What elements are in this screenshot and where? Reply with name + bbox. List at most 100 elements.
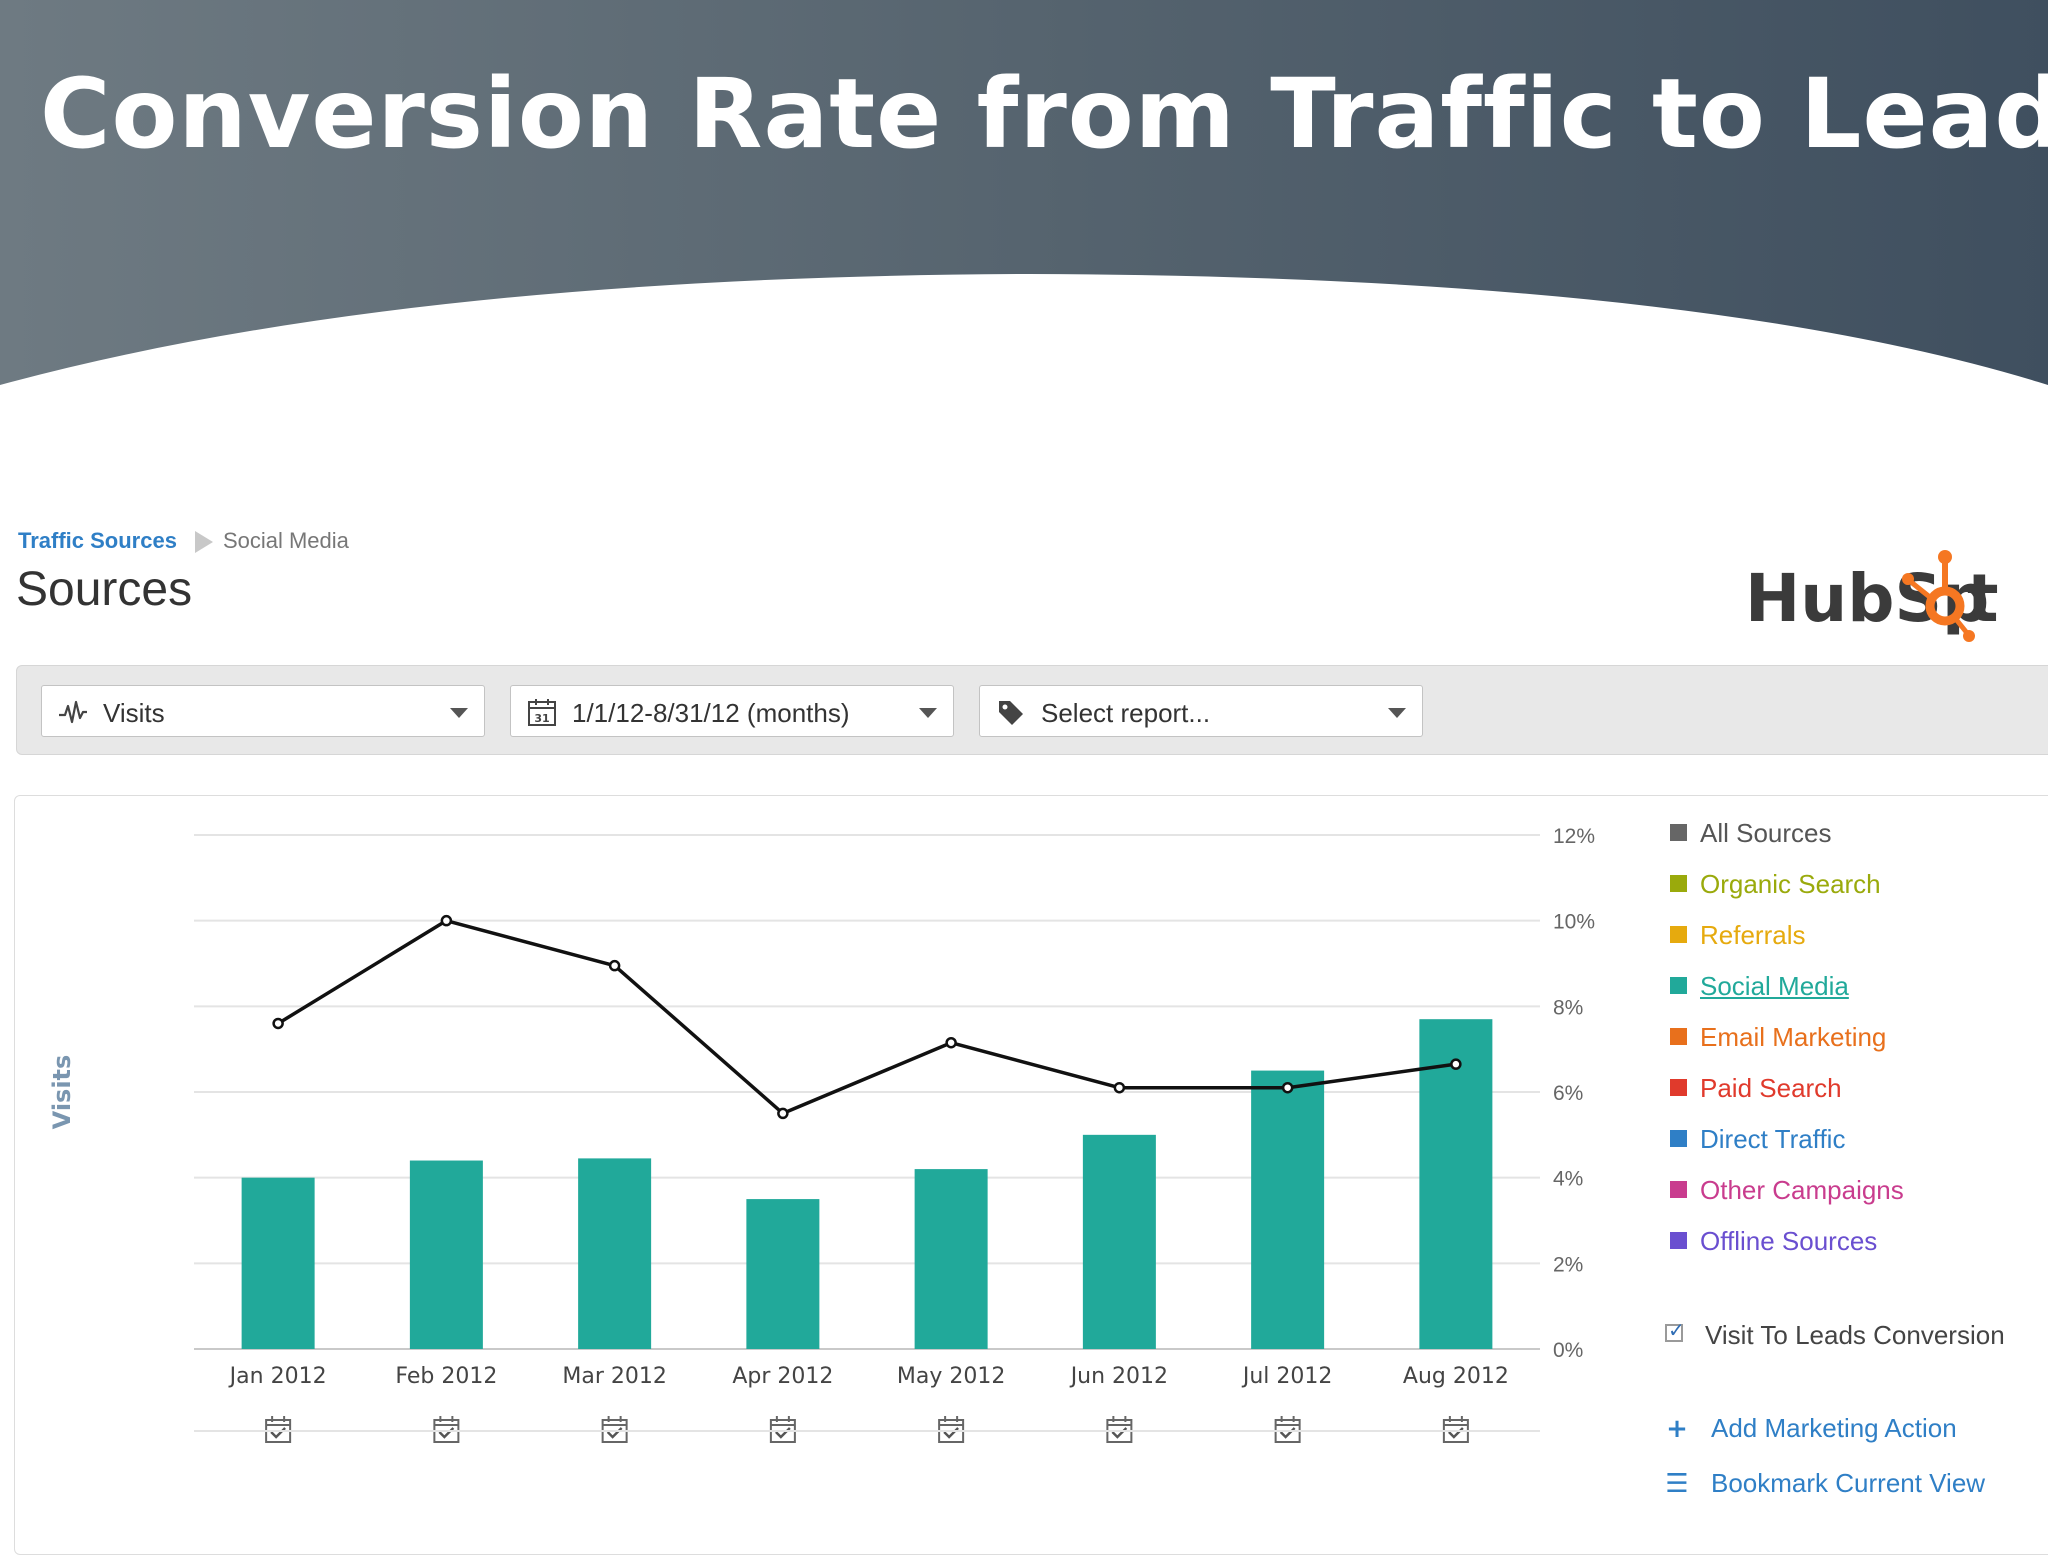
legend-item-all-sources[interactable]: All Sources bbox=[1670, 818, 1904, 869]
x-tick-label: Jul 2012 bbox=[1241, 1364, 1333, 1389]
date-range-label: 1/1/12-8/31/12 (months) bbox=[572, 698, 850, 728]
calendar-check-icon[interactable] bbox=[1274, 1416, 1301, 1443]
legend-swatch bbox=[1670, 1130, 1687, 1147]
y-tick-label: 8% bbox=[1553, 996, 1583, 1019]
visit-to-leads-label: Visit To Leads Conversion bbox=[1705, 1320, 2005, 1350]
x-tick-label: Mar 2012 bbox=[562, 1364, 667, 1389]
hubspot-logo: HubSp t bbox=[1745, 550, 1999, 642]
x-tick-label: Feb 2012 bbox=[395, 1364, 497, 1389]
legend-item-social-media[interactable]: Social Media bbox=[1670, 971, 1904, 1022]
bar-jun-2012 bbox=[1082, 1134, 1156, 1349]
breadcrumb-link-traffic-sources[interactable]: Traffic Sources bbox=[18, 528, 177, 553]
x-tick-label: Jun 2012 bbox=[1069, 1364, 1168, 1389]
y-tick-label: 4% bbox=[1553, 1168, 1583, 1191]
x-tick-label: Aug 2012 bbox=[1403, 1364, 1509, 1389]
metric-dropdown[interactable]: Visits bbox=[41, 685, 485, 737]
breadcrumb: Traffic Sources Social Media bbox=[18, 528, 349, 554]
report-dropdown[interactable]: Select report... bbox=[979, 685, 1423, 737]
bar-jul-2012 bbox=[1251, 1070, 1325, 1349]
y-axis-title: Visits bbox=[48, 1055, 76, 1130]
chevron-down-icon bbox=[1388, 708, 1406, 718]
chevron-down-icon bbox=[450, 708, 468, 718]
metric-dropdown-label: Visits bbox=[103, 698, 165, 728]
bar-may-2012 bbox=[914, 1169, 988, 1349]
breadcrumb-current: Social Media bbox=[222, 528, 349, 553]
legend-swatch bbox=[1670, 1232, 1687, 1249]
legend-label: Direct Traffic bbox=[1700, 1124, 1846, 1154]
legend-swatch bbox=[1670, 977, 1687, 994]
calendar-check-icon[interactable] bbox=[265, 1416, 292, 1443]
bar-feb-2012 bbox=[409, 1160, 483, 1349]
legend-label: Email Marketing bbox=[1700, 1022, 1887, 1052]
calendar-check-icon[interactable] bbox=[601, 1416, 628, 1443]
y-tick-label: 2% bbox=[1553, 1253, 1583, 1276]
conversion-point bbox=[1450, 1058, 1462, 1070]
bar-apr-2012 bbox=[746, 1199, 820, 1349]
slide-title: Conversion Rate from Traffic to Leads bbox=[40, 58, 2048, 170]
legend-swatch bbox=[1670, 824, 1687, 841]
legend-swatch bbox=[1670, 926, 1687, 943]
calendar-check-icon[interactable] bbox=[433, 1416, 460, 1443]
x-tick-label: Apr 2012 bbox=[732, 1364, 833, 1389]
title-banner bbox=[0, 0, 2048, 385]
conversion-point bbox=[777, 1107, 789, 1120]
y-tick-label: 6% bbox=[1553, 1082, 1583, 1105]
bookmark-current-view-link[interactable]: ☰ Bookmark Current View bbox=[1665, 1468, 1985, 1499]
legend-item-other-campaigns[interactable]: Other Campaigns bbox=[1670, 1175, 1904, 1226]
conversion-point bbox=[945, 1036, 957, 1049]
bar-mar-2012 bbox=[578, 1158, 652, 1349]
bar-aug-2012 bbox=[1419, 1019, 1493, 1349]
calendar-check-icon[interactable] bbox=[769, 1416, 796, 1443]
bookmark-current-view-label: Bookmark Current View bbox=[1711, 1468, 1986, 1498]
visit-to-leads-toggle[interactable]: Visit To Leads Conversion bbox=[1665, 1318, 2005, 1351]
conversion-line bbox=[277, 918, 1457, 1116]
y-tick-label: 12% bbox=[1553, 825, 1595, 848]
list-icon: ☰ bbox=[1665, 1469, 1689, 1499]
legend-swatch bbox=[1670, 875, 1687, 892]
tag-icon bbox=[999, 701, 1023, 725]
report-toolbar: Visits 31 1/1/12-8/31/12 (months) Select… bbox=[16, 665, 2048, 755]
y-tick-label: 0% bbox=[1553, 1339, 1583, 1362]
legend-label: Paid Search bbox=[1700, 1073, 1842, 1103]
svg-text:31: 31 bbox=[534, 712, 549, 725]
breadcrumb-arrow-icon bbox=[194, 531, 213, 554]
page-title: Sources bbox=[16, 563, 193, 616]
calendar-check-icon[interactable] bbox=[1106, 1416, 1133, 1443]
conversion-point bbox=[608, 959, 621, 972]
plus-icon: + bbox=[1666, 1414, 1688, 1444]
activity-icon bbox=[59, 700, 87, 724]
checkbox-icon[interactable] bbox=[1665, 1318, 1685, 1342]
calendar-icon: 31 bbox=[528, 699, 556, 726]
legend-label: Offline Sources bbox=[1700, 1226, 1878, 1256]
legend-item-referrals[interactable]: Referrals bbox=[1670, 920, 1904, 971]
add-marketing-action-label: Add Marketing Action bbox=[1711, 1413, 1957, 1443]
legend-item-email-marketing[interactable]: Email Marketing bbox=[1670, 1022, 1904, 1073]
chart-legend: All Sources Organic Search Referrals Social… bbox=[1670, 818, 1904, 1277]
legend-label: Referrals bbox=[1700, 920, 1806, 950]
legend-swatch bbox=[1670, 1028, 1687, 1045]
legend-item-direct-traffic[interactable]: Direct Traffic bbox=[1670, 1124, 1904, 1175]
bar-jan-2012 bbox=[241, 1177, 315, 1349]
legend-swatch bbox=[1670, 1181, 1687, 1198]
x-tick-label: Jan 2012 bbox=[228, 1364, 327, 1389]
x-tick-label: May 2012 bbox=[897, 1364, 1005, 1389]
logo-text-end: t bbox=[1967, 560, 1999, 637]
legend-item-offline-sources[interactable]: Offline Sources bbox=[1670, 1226, 1904, 1277]
legend-label: Social Media bbox=[1700, 971, 1849, 1001]
legend-label: Other Campaigns bbox=[1700, 1175, 1904, 1205]
chevron-down-icon bbox=[919, 708, 937, 718]
add-marketing-action-link[interactable]: + Add Marketing Action bbox=[1665, 1413, 1957, 1444]
legend-label: Organic Search bbox=[1700, 869, 1881, 899]
date-range-dropdown[interactable]: 31 1/1/12-8/31/12 (months) bbox=[510, 685, 954, 737]
legend-swatch bbox=[1670, 1079, 1687, 1096]
calendar-check-icon[interactable] bbox=[938, 1416, 965, 1443]
conversion-point bbox=[1281, 1081, 1294, 1094]
legend-label: All Sources bbox=[1700, 818, 1832, 848]
calendar-check-icon[interactable] bbox=[1442, 1416, 1469, 1443]
sprocket-icon bbox=[1902, 550, 1975, 642]
conversion-point bbox=[1113, 1081, 1126, 1094]
legend-item-paid-search[interactable]: Paid Search bbox=[1670, 1073, 1904, 1124]
conversion-point bbox=[440, 914, 453, 927]
visits-chart: 0% 2% 4% 6% 8% 10% 12% Visits Jan 2012 Feb 2012 Ma… bbox=[48, 825, 1595, 1443]
legend-item-organic-search[interactable]: Organic Search bbox=[1670, 869, 1904, 920]
